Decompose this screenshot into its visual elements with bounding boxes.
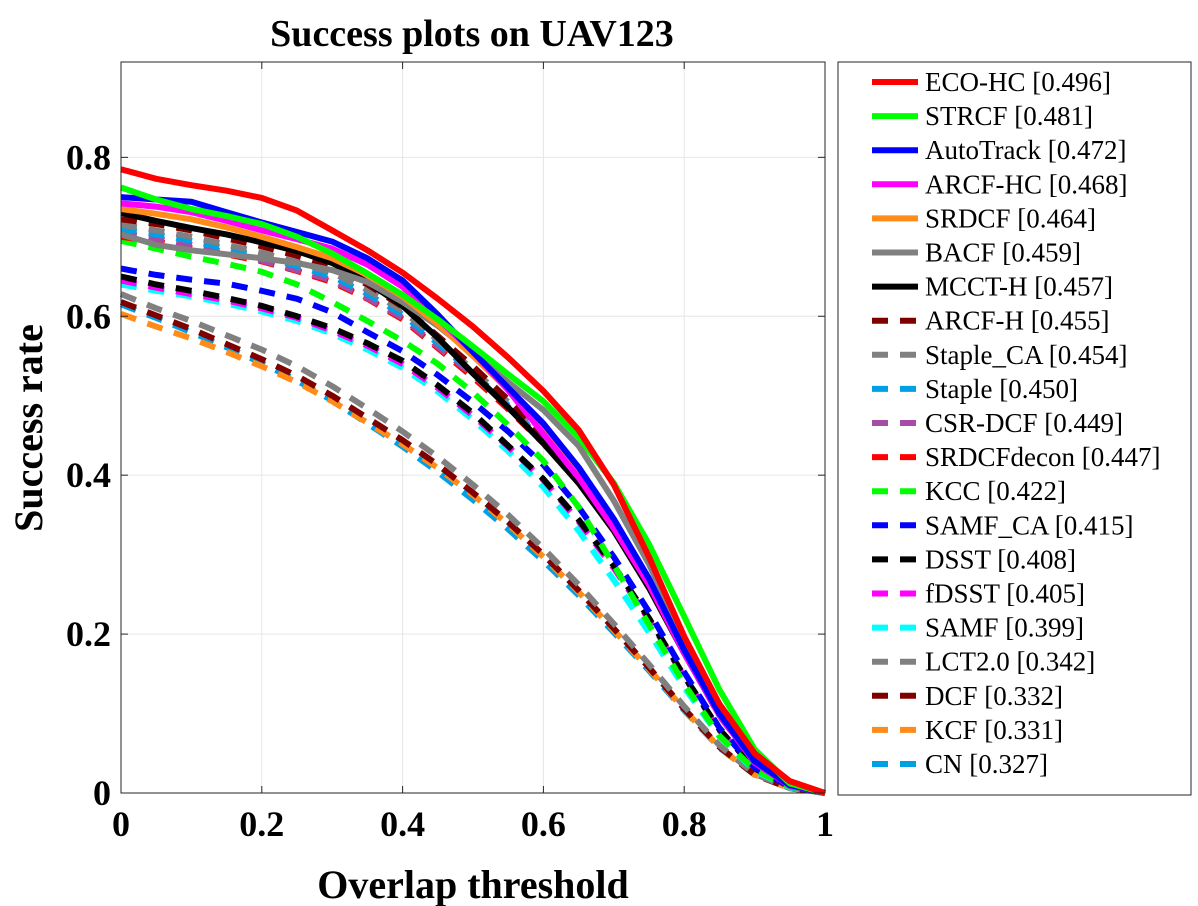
x-tick-label: 0.4 — [380, 804, 425, 844]
legend-entry-label: ARCF-HC [0.468] — [925, 169, 1128, 199]
axis-ticks: 0 0.2 0.4 0.6 0.8 1 0 0.2 0.4 0.6 0.8 — [66, 62, 834, 844]
legend-entry-label: DSST [0.408] — [925, 544, 1076, 574]
legend-entry-label: SAMF [0.399] — [925, 613, 1084, 643]
legend-entry-label: CSR-DCF [0.449] — [925, 408, 1123, 438]
legend-entry-label: CN [0.327] — [925, 749, 1048, 779]
legend-entry-label: ARCF-H [0.455] — [925, 306, 1110, 336]
series-line — [119, 311, 826, 796]
x-tick-label: 0.6 — [521, 804, 566, 844]
y-tick-label: 0.4 — [66, 455, 111, 495]
legend-entry-label: KCC [0.422] — [925, 476, 1066, 506]
x-tick-label: 1 — [816, 804, 834, 844]
legend-entry-label: Staple [0.450] — [925, 374, 1078, 404]
x-axis-label: Overlap threshold — [317, 862, 629, 906]
legend-entry-label: LCT2.0 [0.342] — [925, 647, 1095, 677]
y-tick-label: 0.6 — [66, 296, 111, 336]
legend-entry-label: SRDCF [0.464] — [925, 203, 1096, 233]
series-lines — [119, 166, 826, 796]
legend-entry-label: MCCT-H [0.457] — [925, 272, 1113, 302]
legend: ECO-HC [0.496] STRCF [0.481] AutoTrack [0.… — [837, 61, 1192, 796]
legend-entry-label: DCF [0.332] — [925, 681, 1063, 711]
x-tick-label: 0.2 — [239, 804, 284, 844]
series-line — [120, 265, 826, 796]
y-tick-label: 0 — [93, 773, 111, 813]
series-line — [120, 166, 826, 796]
y-axis-label: Success rate — [6, 324, 51, 532]
legend-entry-label: SAMF_CA [0.415] — [925, 510, 1134, 540]
series-line — [120, 194, 826, 796]
legend-entry-label: ECO-HC [0.496] — [925, 67, 1111, 97]
chart-title: Success plots on UAV123 — [270, 13, 674, 55]
series-line — [120, 273, 826, 796]
legend-entry-label: fDSST [0.405] — [925, 579, 1085, 609]
y-tick-label: 0.2 — [66, 614, 111, 654]
legend-entry-label: KCF [0.331] — [925, 715, 1063, 745]
x-tick-label: 0.8 — [662, 804, 707, 844]
legend-entry-label: BACF [0.459] — [925, 238, 1081, 268]
legend-entry-label: AutoTrack [0.472] — [925, 135, 1127, 165]
series-line — [120, 237, 826, 796]
x-tick-label: 0 — [112, 804, 130, 844]
series-line — [119, 291, 826, 796]
legend-entry-label: STRCF [0.481] — [925, 101, 1093, 131]
series-line — [120, 184, 826, 796]
legend-entry-label: Staple_CA [0.454] — [925, 340, 1128, 370]
series-line — [119, 299, 826, 796]
legend-entry-label: SRDCFdecon [0.447] — [925, 442, 1161, 472]
y-tick-label: 0.8 — [66, 137, 111, 177]
plot-area-frame — [120, 61, 826, 794]
